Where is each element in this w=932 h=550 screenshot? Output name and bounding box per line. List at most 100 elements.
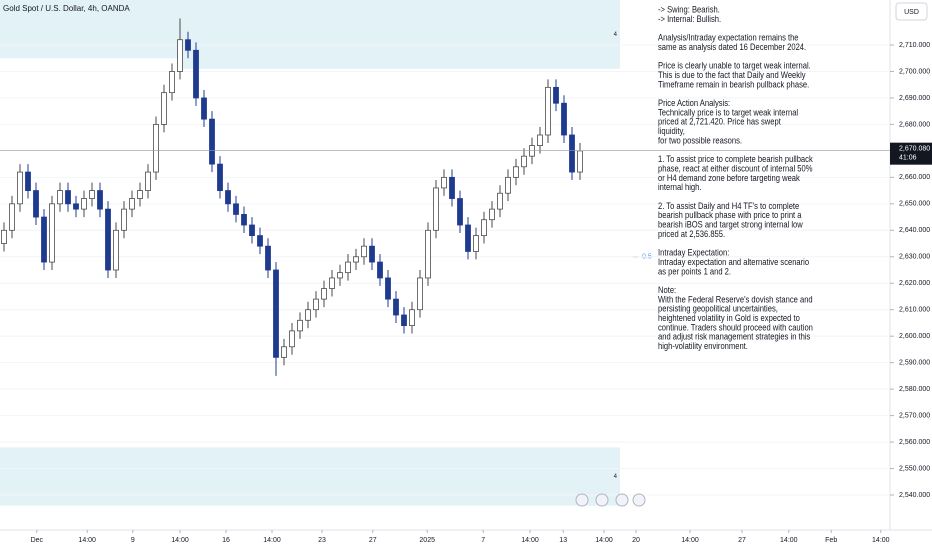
- candle-body: [201, 97, 207, 120]
- candle-body: [457, 198, 463, 226]
- note-line: internal high.: [658, 181, 701, 192]
- candle-body: [49, 203, 55, 263]
- note-line: 2. To assist Daily and H4 TF's to comple…: [658, 200, 799, 211]
- candle-body: [305, 309, 311, 321]
- candle-body: [361, 245, 367, 258]
- candle-body: [193, 49, 199, 99]
- note-line: Price Action Analysis:: [658, 97, 730, 108]
- x-tick-label: 14:00: [521, 537, 539, 544]
- y-tick-label: 2,610.000: [899, 307, 930, 314]
- note-line: -> Internal: Bullish.: [658, 13, 721, 24]
- note-line: liquidity,: [658, 125, 685, 136]
- candle-body: [225, 190, 231, 205]
- note-line: for two possible reasons.: [658, 135, 742, 146]
- candle-body: [185, 39, 191, 51]
- candle-body: [145, 171, 151, 191]
- candle-body: [17, 171, 23, 205]
- x-tick-label: Feb: [825, 537, 837, 544]
- candle-body: [553, 86, 559, 104]
- x-tick-label: 14:00: [595, 537, 613, 544]
- analysis-notes: -> Swing: Bearish.-> Internal: Bullish. A…: [658, 4, 813, 352]
- last-price-tag: [890, 142, 932, 165]
- zone-label: 4: [614, 474, 618, 480]
- y-tick-label: 2,580.000: [899, 386, 930, 393]
- candle-body: [217, 163, 223, 191]
- x-tick-label: Dec: [31, 537, 44, 544]
- y-tick-label: 2,570.000: [899, 412, 930, 419]
- last-price-label: 2,670.080: [899, 146, 930, 153]
- candle-body: [297, 319, 303, 332]
- y-tick-label: 2,550.000: [899, 465, 930, 472]
- note-line: Intraday expectation and alternative sce…: [658, 256, 809, 267]
- x-tick-label: 16: [222, 537, 230, 544]
- y-tick-label: 2,640.000: [899, 227, 930, 234]
- candle-body: [409, 309, 415, 326]
- note-line: Intraday Expectation:: [658, 247, 729, 258]
- candle-body: [497, 192, 503, 210]
- candle-body: [25, 171, 31, 191]
- candle-body: [425, 229, 431, 279]
- candle-body: [569, 134, 575, 173]
- candle-body: [465, 224, 471, 252]
- candle-body: [377, 261, 383, 279]
- candle-body: [169, 71, 175, 94]
- candle-body: [473, 235, 479, 252]
- x-tick-label: 13: [559, 537, 567, 544]
- note-line: Timeframe remain in bearish pullback pha…: [658, 78, 809, 89]
- candle-body: [121, 208, 127, 231]
- x-tick-label: 14:00: [780, 537, 798, 544]
- note-line: or H4 demand zone before targeting weak: [658, 172, 800, 183]
- candle-body: [257, 235, 263, 247]
- note-line: phase, react at either discount of inter…: [658, 163, 813, 174]
- candle-body: [433, 187, 439, 231]
- y-tick-label: 2,680.000: [899, 121, 930, 128]
- note-line: 1. To assist price to complete bearish p…: [658, 153, 813, 164]
- note-line: heightened volatility in Gold is expecte…: [658, 312, 800, 323]
- candle-body: [401, 314, 407, 326]
- note-line: -> Swing: Bearish.: [658, 4, 720, 15]
- x-tick-label: 20: [632, 537, 640, 544]
- candle-body: [481, 219, 487, 236]
- note-line: and adjust risk management strategies in…: [658, 331, 810, 342]
- y-tick-label: 2,660.000: [899, 174, 930, 181]
- candle-body: [513, 166, 519, 178]
- note-line: This is due to the fact that Daily and W…: [658, 69, 806, 80]
- time-axis: Dec 14:00 9 14:00 16 14:00 23 27 2025 7 14:00 13 14:…: [31, 530, 890, 544]
- note-line: same as analysis dated 16 December 2024.: [658, 41, 806, 52]
- candle-body: [449, 176, 455, 199]
- y-tick-label: 2,630.000: [899, 254, 930, 261]
- x-tick-label: 9: [131, 537, 135, 544]
- note-line: Note:: [658, 284, 676, 295]
- countdown: 41:06: [899, 155, 917, 162]
- x-tick-label: 27: [738, 537, 746, 544]
- y-tick-label: 2,710.000: [899, 42, 930, 49]
- y-tick-label: 2,540.000: [899, 492, 930, 499]
- candle-body: [105, 208, 111, 271]
- candle-body: [561, 102, 567, 136]
- candle-body: [57, 190, 63, 205]
- note-line: bearish iBOS and target strong internal …: [658, 219, 803, 230]
- x-tick-label: 14:00: [263, 537, 281, 544]
- candle-body: [545, 86, 551, 136]
- candle-body: [313, 298, 319, 311]
- candle-body: [521, 155, 527, 168]
- note-line: With the Federal Reserve's dovish stance…: [658, 294, 813, 305]
- x-tick-label: 2025: [419, 537, 435, 544]
- candle-body: [249, 224, 255, 236]
- note-line: Analysis/Intraday expectation remains th…: [658, 32, 799, 43]
- y-tick-label: 2,620.000: [899, 280, 930, 287]
- currency[interactable]: USD: [904, 9, 919, 16]
- y-tick-label: 2,690.000: [899, 95, 930, 102]
- zones: 440.5: [0, 0, 652, 506]
- candle-body: [505, 176, 511, 194]
- candle-body: [441, 176, 447, 189]
- candle-body: [41, 216, 47, 263]
- y-tick-label: 2,600.000: [899, 333, 930, 340]
- note-line: bearish pullback phase with price to pri…: [658, 209, 802, 220]
- zone: [0, 447, 620, 506]
- candle-body: [345, 261, 351, 274]
- currency-button[interactable]: [895, 2, 928, 21]
- candle-body: [385, 277, 391, 300]
- note-line: priced at 2,536.855.: [658, 228, 725, 239]
